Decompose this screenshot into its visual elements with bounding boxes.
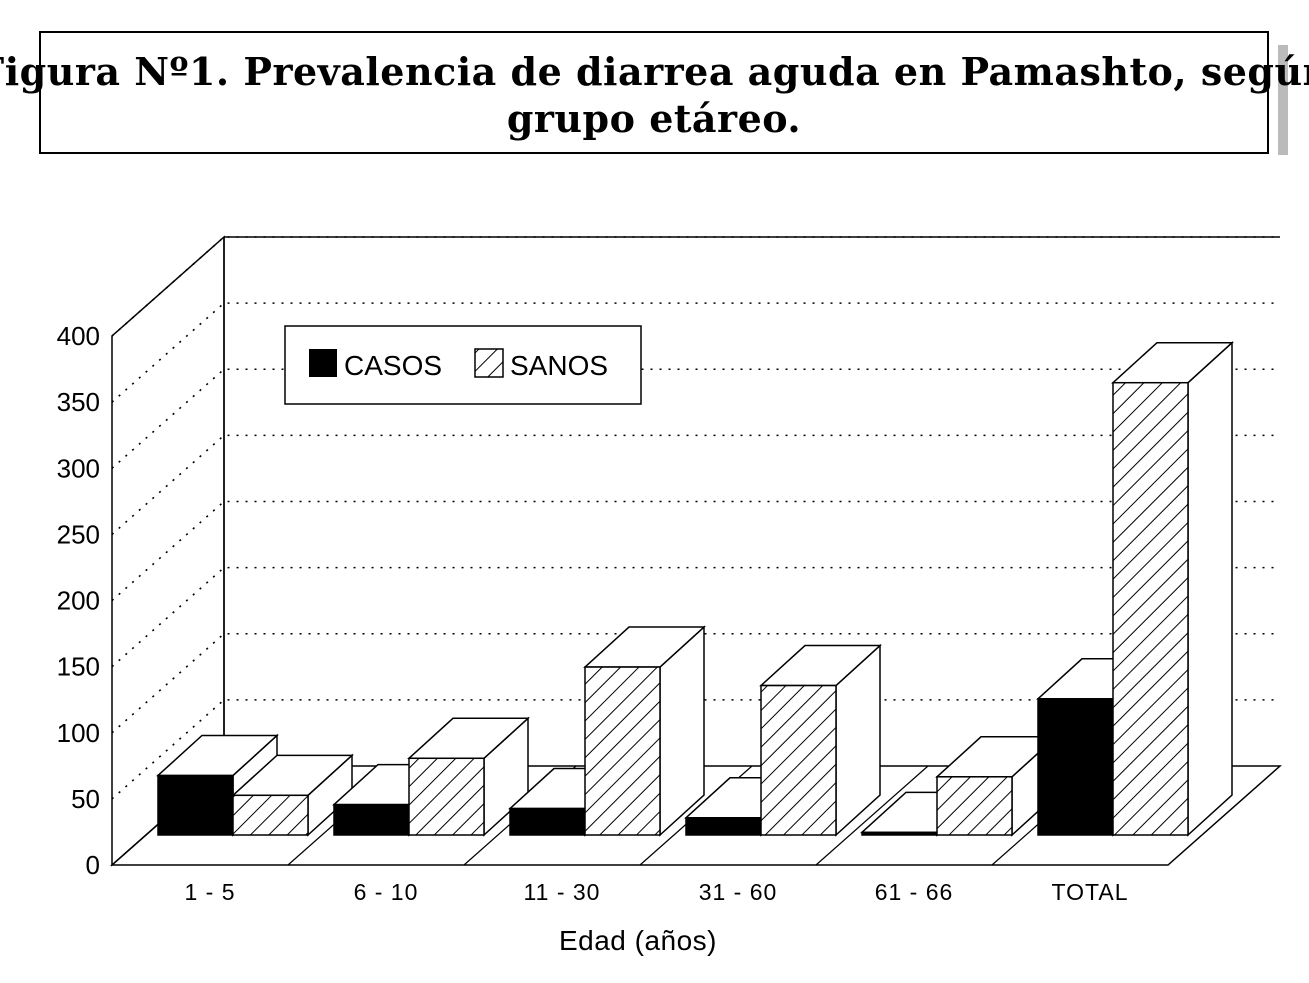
title-box: Figura Nº1. Prevalencia de diarrea aguda…: [0, 31, 1309, 155]
legend-swatch-casos: [309, 349, 337, 377]
chart-title-line-1: Figura Nº1. Prevalencia de diarrea aguda…: [0, 49, 1309, 94]
bar-sanos: [231, 753, 354, 837]
x-category-label: 31 - 60: [699, 879, 778, 905]
legend-label-sanos: SANOS: [510, 350, 608, 381]
gridline: [111, 236, 1280, 337]
y-axis-ticks: 0 50 100 150 200 250 300 350 400: [57, 321, 100, 880]
x-category-label: 1 - 5: [184, 879, 235, 905]
y-tick-label: 200: [57, 586, 100, 616]
legend-label-casos: CASOS: [344, 350, 442, 381]
y-tick-label: 100: [57, 718, 100, 748]
floor-divider: [815, 765, 929, 866]
y-tick-label: 250: [57, 519, 100, 549]
x-category-label: 11 - 30: [524, 879, 601, 905]
bar-sanos: [407, 716, 530, 837]
y-tick-label: 350: [57, 387, 100, 417]
x-category-label: TOTAL: [1052, 879, 1129, 905]
gridline: [111, 434, 1280, 535]
x-axis-categories: 1 - 5 6 - 10 11 - 30 31 - 60 61 - 66 TOTAL: [184, 879, 1129, 905]
y-tick-label: 50: [71, 784, 100, 814]
chart-title-line-2: grupo etáreo.: [507, 96, 801, 141]
bar-sanos: [759, 643, 882, 837]
bar-sanos: [583, 625, 706, 837]
legend: CASOS SANOS: [284, 325, 642, 405]
gridline: [111, 500, 1280, 602]
x-category-label: 61 - 66: [875, 879, 954, 905]
x-category-label: 6 - 10: [354, 879, 419, 905]
y-tick-label: 0: [86, 850, 100, 880]
bars: [156, 341, 1234, 837]
legend-swatch-sanos: [474, 348, 504, 378]
y-tick-label: 150: [57, 652, 100, 682]
y-tick-label: 400: [57, 321, 100, 351]
x-axis-label: Edad (años): [559, 925, 717, 956]
bar-sanos: [1111, 341, 1234, 837]
y-tick-label: 300: [57, 453, 100, 483]
